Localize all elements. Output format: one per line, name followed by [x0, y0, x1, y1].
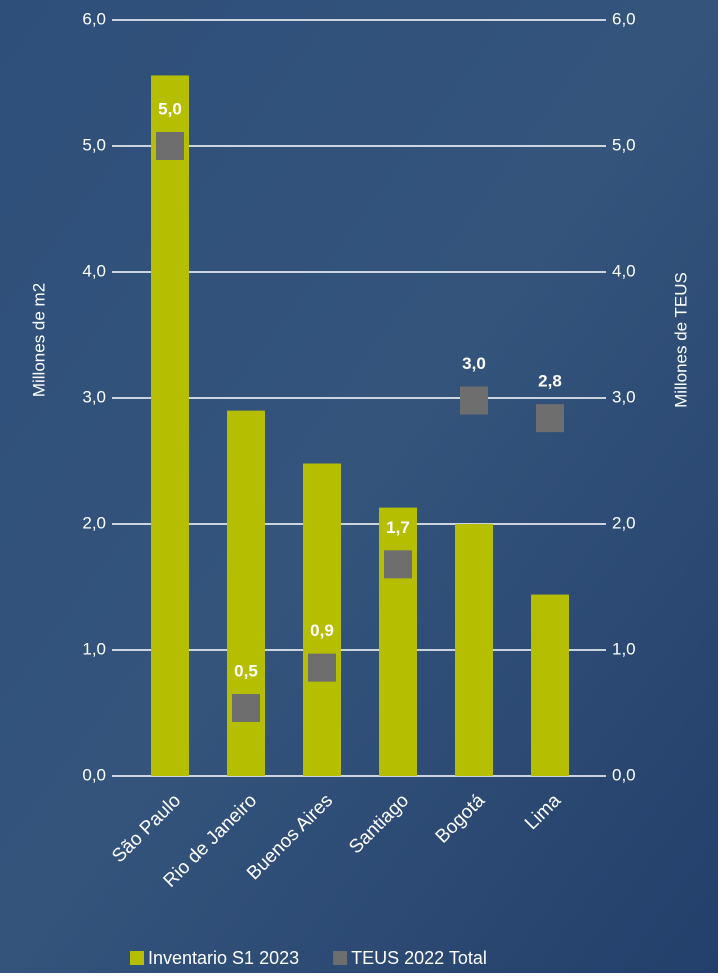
y2-tick-label: 3,0 [612, 387, 636, 406]
bar [379, 507, 417, 776]
y-tick-label: 3,0 [82, 387, 106, 406]
value-label: 5,0 [158, 99, 182, 118]
y2-tick-label: 2,0 [612, 513, 636, 532]
marker [460, 386, 488, 415]
marker [156, 132, 184, 160]
marker [384, 550, 412, 579]
legend-label: Inventario S1 2023 [148, 948, 299, 968]
bar [455, 524, 493, 776]
y2-tick-label: 0,0 [612, 765, 636, 784]
marker [308, 653, 336, 682]
y2-tick-label: 5,0 [612, 135, 636, 154]
value-label: 3,0 [462, 354, 486, 373]
marker [232, 693, 260, 722]
y-axis-title: Millones de m2 [29, 283, 48, 397]
y2-tick-label: 1,0 [612, 639, 636, 658]
y-tick-label: 2,0 [82, 513, 106, 532]
value-label: 1,7 [386, 518, 410, 537]
y-tick-label: 5,0 [82, 135, 106, 154]
y2-tick-label: 6,0 [612, 9, 636, 28]
marker [536, 404, 564, 433]
value-label: 0,9 [310, 621, 334, 640]
y-tick-label: 4,0 [82, 261, 106, 280]
value-label: 2,8 [538, 372, 562, 391]
value-label: 0,5 [234, 661, 258, 680]
y-tick-label: 6,0 [82, 9, 106, 28]
legend-label: TEUS 2022 Total [351, 948, 487, 968]
legend-swatch [333, 951, 348, 965]
y2-tick-label: 4,0 [612, 261, 636, 280]
bar [151, 75, 189, 776]
y2-axis-title: Millones de TEUS [671, 272, 690, 408]
legend-swatch [130, 951, 144, 965]
y-tick-label: 1,0 [82, 639, 106, 658]
bar [303, 463, 341, 776]
bar [531, 594, 569, 776]
y-tick-label: 0,0 [82, 765, 106, 784]
